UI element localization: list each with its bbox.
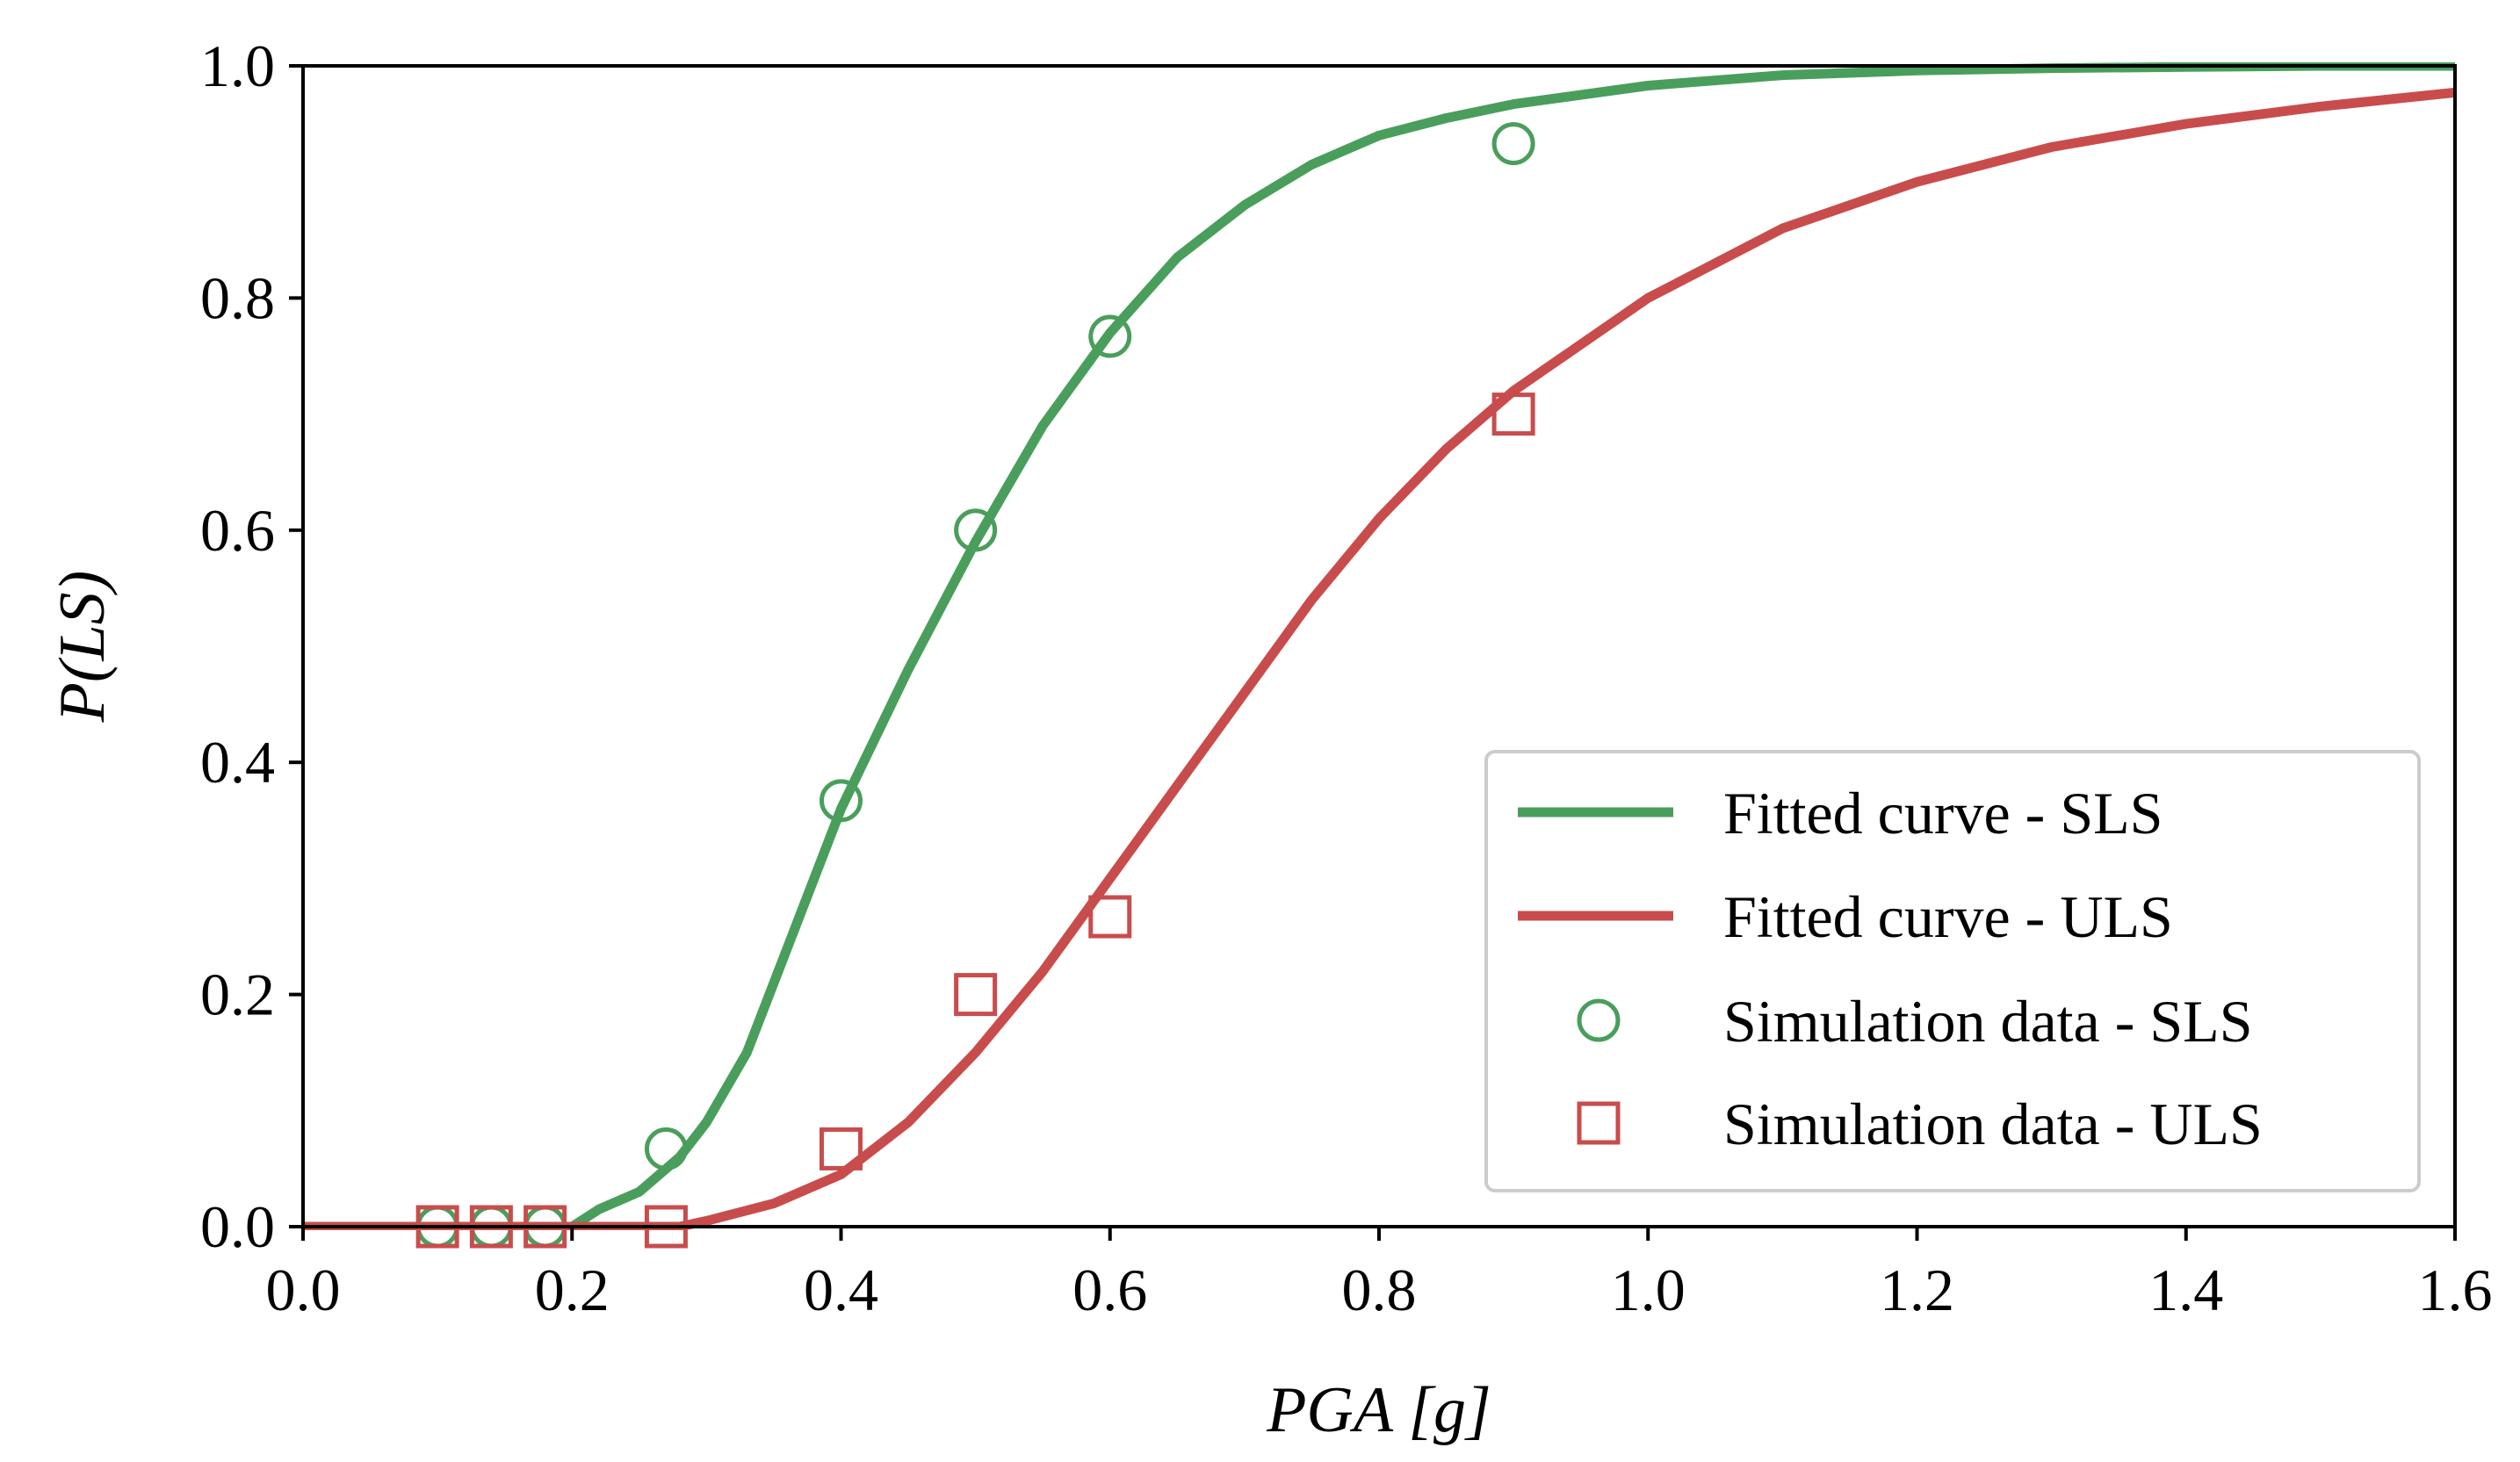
legend-label: Simulation data - SLS bbox=[1723, 988, 2253, 1055]
legend-label: Fitted curve - SLS bbox=[1723, 780, 2163, 846]
data-point-2-7 bbox=[1491, 122, 1535, 166]
y-tick-label: 0.0 bbox=[200, 1193, 275, 1260]
x-tick-label: 1.2 bbox=[1880, 1257, 1954, 1323]
y-tick-label: 0.4 bbox=[200, 729, 275, 796]
data-point-2-5 bbox=[954, 508, 998, 552]
y-axis-title: P(LS) bbox=[47, 571, 119, 724]
axes-layer: 0.0 0.2 0.4 0.6 0.8 1.0 1.2 1.4 1.6 0.0 0.2 0.4 0.6 0… bbox=[47, 32, 2493, 1446]
x-tick-label: 0.8 bbox=[1342, 1257, 1417, 1323]
legend-marker-2 bbox=[1577, 998, 1621, 1042]
x-tick-label: 1.6 bbox=[2418, 1257, 2493, 1323]
y-tick-label: 0.6 bbox=[200, 497, 275, 564]
x-tick-label: 0.6 bbox=[1072, 1257, 1147, 1323]
y-tick-label: 0.2 bbox=[200, 961, 275, 1028]
data-point-3-6 bbox=[1088, 895, 1132, 939]
x-tick-label: 0.4 bbox=[804, 1257, 878, 1323]
data-point-3-5 bbox=[954, 973, 998, 1017]
x-axis-title: PGA [g] bbox=[1266, 1374, 1491, 1446]
data-point-2-3 bbox=[644, 1127, 688, 1170]
legend-label: Fitted curve - ULS bbox=[1723, 883, 2173, 950]
series-line-0 bbox=[303, 62, 2455, 1230]
x-tick-label: 1.4 bbox=[2148, 1257, 2223, 1323]
legend-label: Simulation data - ULS bbox=[1723, 1091, 2263, 1157]
x-tick-label: 1.0 bbox=[1611, 1257, 1686, 1323]
data-point-2-6 bbox=[1088, 314, 1132, 358]
series-line-1 bbox=[303, 87, 2455, 1230]
y-tick-label: 1.0 bbox=[200, 32, 275, 99]
x-tick-label: 0.2 bbox=[535, 1257, 610, 1323]
data-point-3-4 bbox=[820, 1127, 863, 1170]
data-point-2-4 bbox=[820, 779, 863, 823]
y-tick-label: 0.8 bbox=[200, 264, 275, 331]
legend-box bbox=[1484, 750, 2421, 1192]
legend: Fitted curve - SLS Fitted curve - ULS Simu… bbox=[1484, 750, 2421, 1192]
data-point-3-7 bbox=[1491, 393, 1535, 436]
x-tick-label: 0.0 bbox=[266, 1257, 341, 1323]
legend-marker-3 bbox=[1577, 1101, 1621, 1145]
